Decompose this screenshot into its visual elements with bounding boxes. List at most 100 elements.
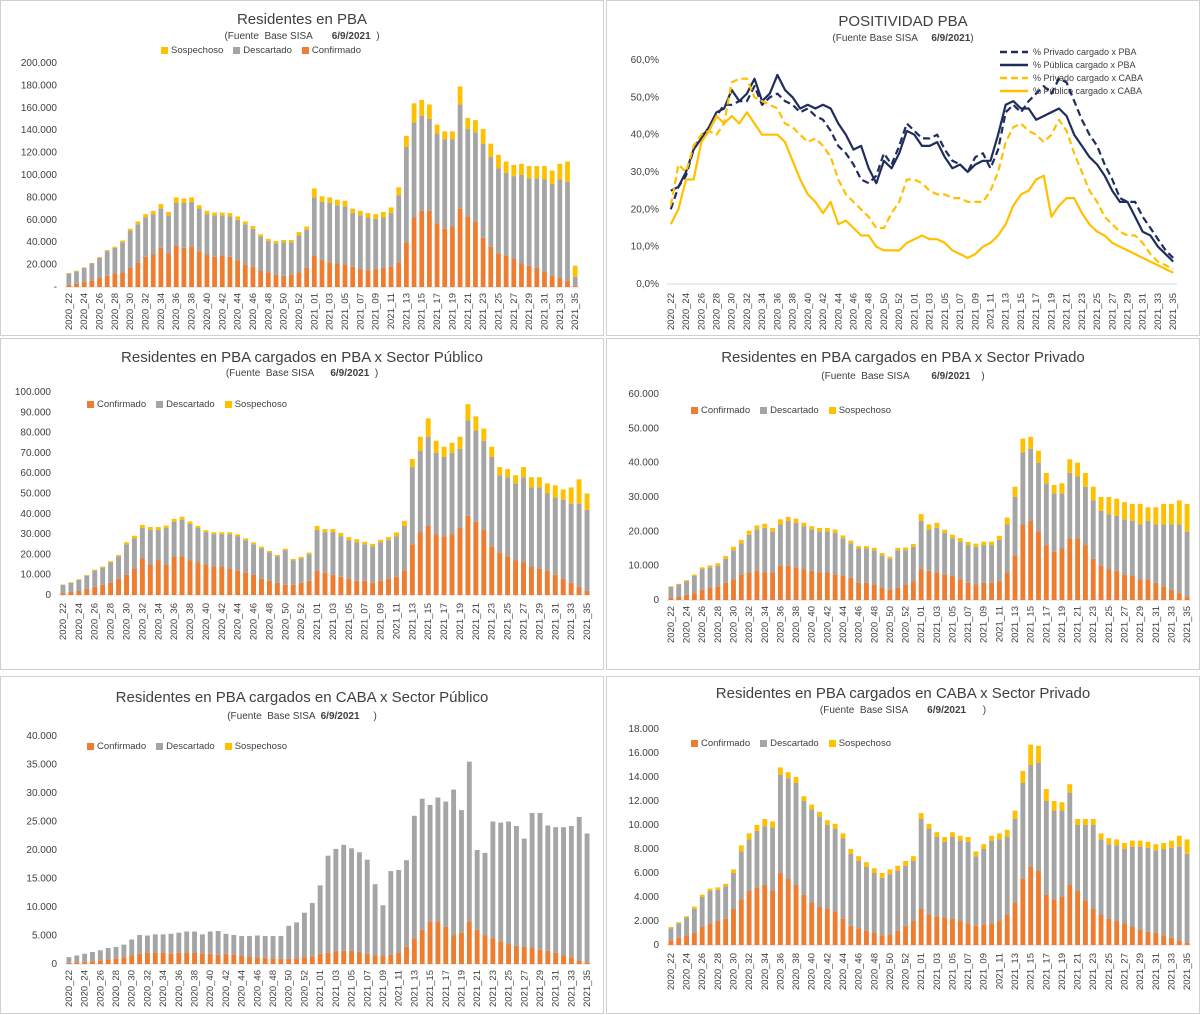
bar-sospechoso — [856, 856, 861, 861]
bar-confirmado — [458, 209, 463, 287]
bar-descartado — [1020, 452, 1025, 524]
x-tick-label: 2021_27 — [519, 970, 530, 1007]
x-tick-label: 2020_30 — [121, 603, 132, 640]
bar-sospechoso — [174, 197, 179, 203]
bar-descartado — [1146, 521, 1151, 579]
bar-descartado — [504, 173, 509, 256]
bar-descartado — [490, 822, 495, 939]
bar-confirmado — [176, 953, 181, 964]
bar-confirmado — [354, 581, 359, 595]
bar-sospechoso — [124, 542, 129, 544]
bar-sospechoso — [1028, 745, 1033, 765]
bar-descartado — [251, 544, 256, 574]
bar-confirmado — [801, 569, 806, 600]
x-tick-label: 2021_03 — [331, 970, 342, 1007]
bar-confirmado — [350, 267, 355, 287]
bar-confirmado — [205, 255, 210, 287]
bar-descartado — [402, 526, 407, 571]
bar-sospechoso — [864, 862, 869, 867]
bar-descartado — [911, 861, 916, 921]
x-tick-label: 2020_46 — [252, 970, 263, 1007]
x-tick-label: 2021_27 — [1120, 606, 1131, 643]
bar-confirmado — [585, 591, 590, 595]
bar-confirmado — [1005, 573, 1010, 600]
bar-sospechoso — [731, 869, 736, 873]
bar-descartado — [420, 799, 425, 930]
y-tick-label: 10,0% — [631, 242, 659, 253]
bar-sospechoso — [1060, 802, 1065, 810]
chart-plot: 0,0%10,0%20,0%30,0%40,0%50,0%60,0%2020_2… — [607, 1, 1200, 337]
bar-confirmado — [297, 272, 302, 287]
bar-descartado — [92, 571, 97, 587]
x-tick-label: 2021_05 — [940, 293, 951, 330]
bar-confirmado — [1020, 879, 1025, 945]
bar-confirmado — [208, 954, 213, 964]
bar-descartado — [404, 860, 409, 947]
bar-sospechoso — [794, 777, 799, 783]
x-tick-label: 2021_09 — [378, 970, 389, 1007]
bar-confirmado — [1060, 549, 1065, 601]
bar-confirmado — [537, 569, 542, 595]
bar-descartado — [762, 528, 767, 573]
x-tick-label: 2021_33 — [555, 293, 566, 330]
bar-confirmado — [120, 272, 125, 287]
bar-descartado — [529, 487, 534, 566]
bar-confirmado — [927, 915, 932, 945]
x-tick-label: 2020_44 — [233, 603, 244, 640]
chart-panel-pba-publico: Residentes en PBA cargados en PBA x Sect… — [0, 338, 604, 670]
y-tick-label: 10.000 — [628, 561, 659, 572]
bar-descartado — [1161, 524, 1166, 586]
bar-confirmado — [1083, 901, 1088, 945]
bar-confirmado — [450, 227, 455, 287]
y-tick-label: 90.000 — [20, 407, 51, 418]
bar-descartado — [1075, 476, 1080, 538]
x-tick-label: 2020_34 — [153, 603, 164, 640]
bar-sospechoso — [358, 211, 363, 215]
bar-descartado — [545, 494, 550, 571]
bar-descartado — [1138, 524, 1143, 579]
bar-descartado — [326, 856, 331, 953]
bar-confirmado — [84, 589, 89, 595]
bar-descartado — [903, 550, 908, 584]
y-tick-label: 140.000 — [21, 125, 58, 136]
x-tick-label: 2021_05 — [347, 970, 358, 1007]
chart-panel-positividad: POSITIVIDAD PBA (Fuente Base SISA 6/9/20… — [606, 0, 1200, 336]
x-tick-label: 2020_22 — [666, 293, 677, 330]
series-line-solid — [671, 75, 1173, 262]
bar-confirmado — [61, 593, 66, 595]
bar-sospechoso — [880, 873, 885, 878]
bar-sospechoso — [1036, 746, 1041, 763]
bar-sospechoso — [442, 447, 447, 457]
bar-confirmado — [1146, 932, 1151, 945]
bar-sospechoso — [320, 196, 325, 202]
x-tick-label: 2020_40 — [807, 953, 818, 990]
bar-descartado — [538, 813, 543, 950]
bar-descartado — [465, 129, 470, 216]
x-tick-label: 2021_25 — [1092, 293, 1103, 330]
chart-plot: 010.00020.00030.00040.00050.00060.00070.… — [1, 339, 605, 671]
bar-descartado — [856, 549, 861, 583]
bar-descartado — [251, 229, 256, 267]
bar-descartado — [200, 934, 205, 953]
bar-sospechoso — [997, 833, 1002, 839]
bar-descartado — [289, 242, 294, 274]
bar-descartado — [255, 936, 260, 958]
y-tick-label: 20.000 — [20, 549, 51, 560]
bar-descartado — [514, 826, 519, 946]
x-tick-label: 2020_28 — [111, 970, 122, 1007]
bar-confirmado — [538, 950, 543, 964]
bar-sospechoso — [513, 475, 518, 483]
bar-descartado — [281, 242, 286, 276]
bar-confirmado — [958, 921, 963, 945]
bar-sospechoso — [762, 524, 767, 528]
x-tick-label: 2020_36 — [775, 606, 786, 643]
bar-confirmado — [1177, 593, 1182, 600]
bar-confirmado — [166, 253, 171, 287]
bar-descartado — [188, 524, 193, 561]
bar-descartado — [338, 536, 343, 577]
bar-sospechoso — [786, 517, 791, 521]
bar-descartado — [1130, 521, 1135, 576]
bar-confirmado — [145, 953, 150, 964]
bar-confirmado — [911, 581, 916, 600]
bar-descartado — [825, 531, 830, 572]
